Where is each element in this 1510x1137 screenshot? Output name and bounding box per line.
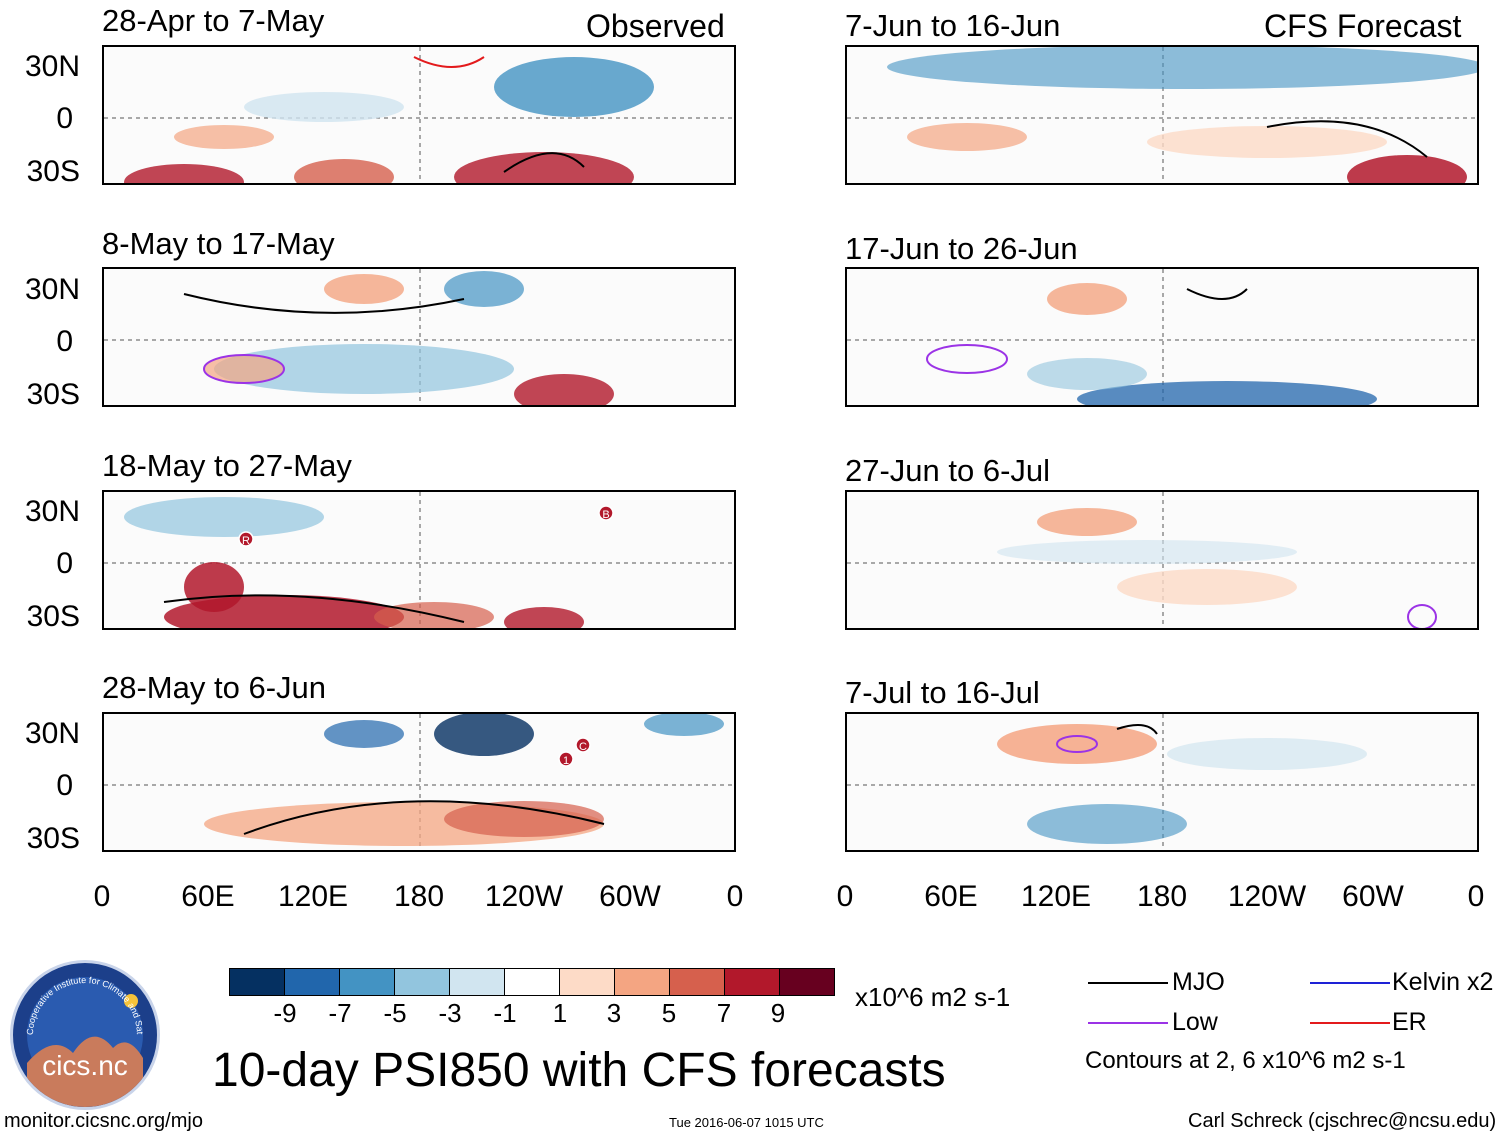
colorbar-swatch [780,969,834,995]
storm-marker-R: R [242,535,250,547]
observed-map-4: 1 C [102,712,736,852]
observed-panel-2-title: 8-May to 17-May [102,226,335,261]
author-credit: Carl Schreck (cjschrec@ncsu.edu) [1188,1110,1497,1132]
logo-text: cics.nc [42,1050,128,1081]
lat-label-30n-p1: 30N [24,50,80,83]
lat-label-30s-p2: 30S [26,378,80,411]
lon-label-obs-360: 0 [726,880,744,913]
cbar-tick-2: -5 [383,998,407,1028]
lon-label-obs-180: 180 [393,880,445,913]
legend-er-line [1310,1022,1390,1024]
lat-label-eq-p1: 0 [56,102,73,135]
lon-label-obs-0: 0 [93,880,111,913]
cbar-tick-8: 7 [716,998,732,1028]
cbar-tick-6: 3 [606,998,622,1028]
observed-label: Observed [586,8,725,44]
colorbar [229,968,835,996]
cbar-tick-0: -9 [273,998,297,1028]
legend-er-label: ER [1392,1008,1427,1036]
forecast-map-3 [845,490,1479,630]
lon-label-obs-120e: 120E [277,880,349,913]
observed-map-1 [102,45,736,185]
observed-panel-1-title: 28-Apr to 7-May [102,3,325,38]
colorbar-swatch [560,969,615,995]
cbar-tick-5: 1 [552,998,568,1028]
lon-label-fc-120w: 120W [1227,880,1307,913]
forecast-panel-4-title: 7-Jul to 16-Jul [845,675,1040,710]
legend-low-line [1088,1022,1168,1024]
cics-logo: Cooperative Institute for Climate and Sa… [10,960,160,1110]
legend-kelvin-line [1310,982,1390,984]
legend-mjo-label: MJO [1172,968,1225,996]
lat-label-30s-p4: 30S [26,822,80,855]
storm-marker-1: 1 [563,755,569,767]
forecast-map-1 [845,45,1479,185]
lat-label-30s-p1: 30S [26,155,80,188]
observed-map-2 [102,267,736,407]
observed-panel-4-title: 28-May to 6-Jun [102,670,326,705]
observed-panel-3-title: 18-May to 27-May [102,448,352,483]
colorbar-swatch [395,969,450,995]
colorbar-swatch [285,969,340,995]
lon-label-fc-120e: 120E [1020,880,1092,913]
storm-marker-B: B [602,509,609,521]
lat-label-eq-p4: 0 [56,769,73,802]
main-title: 10-day PSI850 with CFS forecasts [212,1044,946,1097]
legend-mjo-line [1088,982,1168,984]
colorbar-swatch [615,969,670,995]
lat-label-30s-p3: 30S [26,600,80,633]
lon-label-fc-180: 180 [1136,880,1188,913]
colorbar-swatch [340,969,395,995]
forecast-panel-1-title: 7-Jun to 16-Jun [845,8,1061,43]
lat-label-30n-p3: 30N [24,495,80,528]
lon-label-obs-60e: 60E [181,880,235,913]
colorbar-swatch [670,969,725,995]
legend-kelvin-label: Kelvin x2 [1392,968,1494,996]
colorbar-swatch [725,969,780,995]
lat-label-30n-p4: 30N [24,717,80,750]
forecast-map-2 [845,267,1479,407]
cbar-tick-3: -3 [438,998,462,1028]
storm-marker-C: C [579,741,587,753]
colorbar-swatch [505,969,560,995]
timestamp: Tue 2016-06-07 1015 UTC [669,1115,824,1130]
lat-label-eq-p3: 0 [56,547,73,580]
lon-label-fc-60e: 60E [924,880,978,913]
colorbar-swatch [230,969,285,995]
lon-label-obs-60w: 60W [599,880,661,913]
contours-note: Contours at 2, 6 x10^6 m2 s-1 [1085,1047,1406,1074]
lat-label-eq-p2: 0 [56,325,73,358]
colorbar-swatch [450,969,505,995]
lon-label-fc-60w: 60W [1342,880,1404,913]
cbar-tick-7: 5 [661,998,677,1028]
cbar-tick-9: 9 [770,998,786,1028]
site-url: monitor.cicsnc.org/mjo [4,1110,203,1132]
legend-low-label: Low [1172,1008,1218,1036]
forecast-panel-3-title: 27-Jun to 6-Jul [845,453,1051,488]
forecast-label: CFS Forecast [1264,8,1462,44]
lon-label-fc-0: 0 [836,880,854,913]
lat-label-30n-p2: 30N [24,273,80,306]
colorbar-units: x10^6 m2 s-1 [855,982,1011,1012]
forecast-map-4 [845,712,1479,852]
lon-label-fc-360: 0 [1467,880,1485,913]
observed-map-3: R B [102,490,736,630]
lon-label-obs-120w: 120W [484,880,564,913]
cbar-tick-1: -7 [328,998,352,1028]
cbar-tick-4: -1 [493,998,517,1028]
forecast-panel-2-title: 17-Jun to 26-Jun [845,231,1078,266]
